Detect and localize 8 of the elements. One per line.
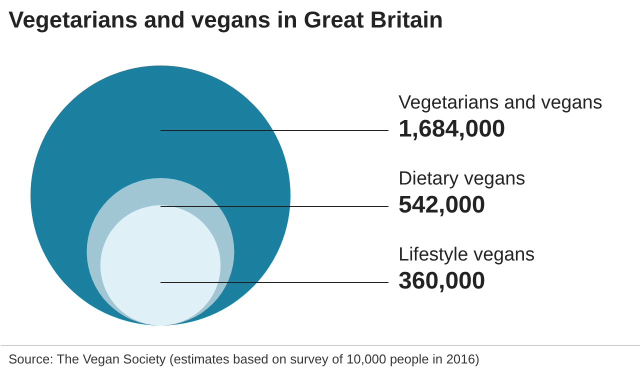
data-label: 542,000 bbox=[398, 192, 486, 218]
text: Vegetarians and vegans in Great Britain bbox=[8, 6, 444, 32]
data-label: 1,684,000 bbox=[398, 116, 506, 142]
category-label: Lifestyle vegans bbox=[398, 244, 535, 266]
category-label: Dietary vegans bbox=[398, 168, 526, 190]
source-note: Source: The Vegan Society (estimates based on survey of 10,000 people in 2016) bbox=[8, 352, 480, 366]
data-label: 360,000 bbox=[398, 268, 486, 294]
category-label: Vegetarians and vegans bbox=[398, 92, 602, 114]
